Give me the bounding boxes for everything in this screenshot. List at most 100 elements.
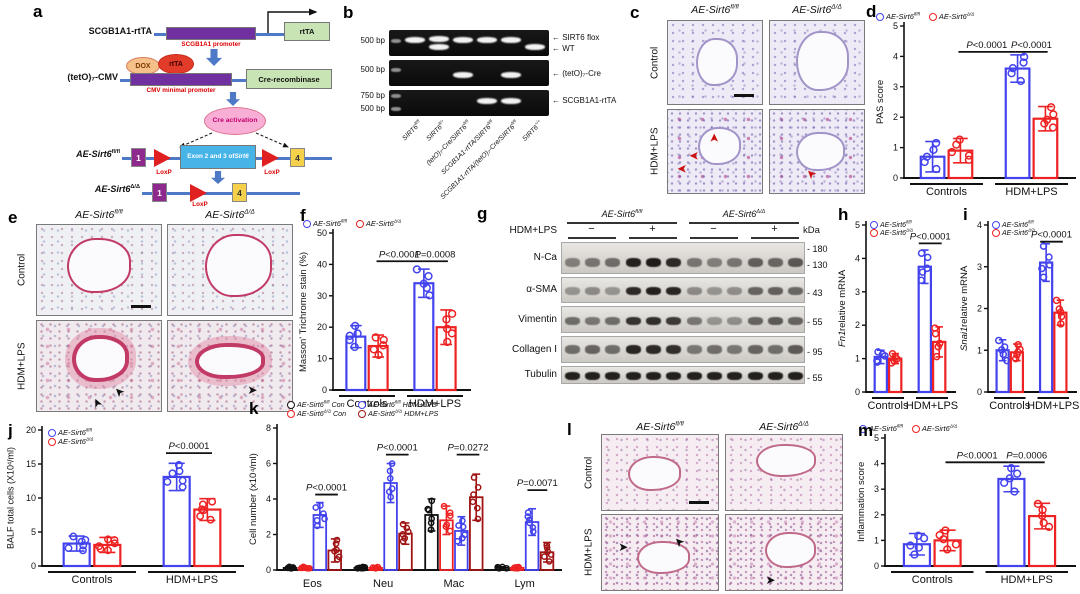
y-tick-label: 2	[977, 304, 982, 314]
y-axis-label: Inflammation score	[856, 461, 867, 543]
blot-band	[767, 287, 783, 295]
rtta-box: rtTA	[284, 22, 330, 41]
gel-strip	[389, 60, 549, 86]
data-dot	[427, 519, 435, 527]
blot-band	[666, 257, 682, 267]
blot-band	[727, 316, 743, 325]
histology-tile	[601, 434, 719, 511]
protein-label: α-SMA	[526, 284, 557, 295]
chart-svg: 0 1 2 3 4 5 P<0.0001 P=0.0006 Controls HDM+LPS	[874, 433, 1076, 586]
data-dot	[470, 474, 478, 481]
data-dot	[1011, 354, 1020, 363]
data-dot	[941, 526, 950, 535]
data-dot	[964, 151, 974, 160]
blot-band	[686, 316, 702, 325]
ladder-band	[391, 38, 401, 43]
gel-band	[477, 97, 497, 104]
annotation-arrow: ➤	[765, 572, 776, 587]
data-dot	[1019, 58, 1028, 67]
scgb1a1-rtta-label: SCGB1A1-rtTA	[88, 26, 152, 36]
legend-label: AE-Sirt6Δ/Δ	[880, 227, 914, 237]
cmv-promoter-label: CMV minimal promoter	[146, 87, 216, 94]
legend-entry: AE-Sirt6fl/fl Con	[287, 400, 346, 409]
y-tick-label: 50	[317, 228, 327, 238]
data-dot	[447, 329, 457, 338]
data-dot	[333, 546, 340, 554]
gel-band	[405, 36, 425, 43]
y-tick-label: 5	[893, 21, 898, 31]
blot-group-title: AE-Sirt6Δ/Δ	[722, 209, 766, 219]
histology-tile: ➤ ➤	[601, 514, 719, 591]
data-dot	[917, 249, 926, 257]
y-tick-label: 1	[893, 143, 898, 153]
blot-band	[625, 316, 641, 325]
bar	[1004, 67, 1031, 180]
bp-marker-label: 500 bp	[360, 35, 385, 45]
blot-band	[747, 287, 763, 295]
data-dot	[1045, 253, 1053, 261]
data-dot	[995, 336, 1003, 345]
category-label: Controls	[347, 398, 388, 410]
y-tick-label: 10	[317, 354, 327, 364]
legend-label: AE-Sirt6fl/fl	[313, 218, 347, 228]
exon1-box: 1	[131, 148, 146, 167]
data-dot	[388, 460, 396, 467]
legend-label: AE-Sirt6Δ/Δ	[365, 218, 402, 228]
airway-lumen	[698, 126, 742, 165]
data-dot	[543, 541, 551, 549]
data-dot	[955, 135, 964, 144]
loxp-triangle	[154, 149, 171, 167]
cre-left-arrow	[179, 132, 213, 148]
cre-recombinase-box: Cre-recombinase	[246, 69, 332, 89]
data-dot	[1057, 312, 1066, 321]
data-dot	[196, 512, 205, 521]
y-tick-label: 4	[977, 220, 982, 230]
legend-marker-icon	[870, 221, 878, 229]
data-dot	[104, 546, 112, 555]
data-dot	[474, 515, 482, 523]
data-dot	[874, 348, 882, 356]
genotyping-gel: 500 bp 500 bp 750 bp 500 bp ← SIRT6 flox ← WT…	[335, 0, 625, 206]
data-dot	[1048, 123, 1058, 132]
legend-label: AE-Sirt6fl/fl	[58, 427, 92, 437]
legend-entry: AE-Sirt6fl/fl	[48, 428, 93, 437]
data-dot	[424, 505, 432, 513]
annotation-arrow: ➤	[688, 148, 699, 163]
data-dot	[929, 145, 938, 154]
data-dot	[459, 517, 466, 525]
column-title: AE-Sirt6Δ/Δ	[759, 420, 809, 433]
blot-band	[564, 372, 580, 380]
data-dot	[1038, 505, 1047, 515]
y-tick-label: 15	[26, 459, 36, 469]
transgene-schematic: SCGB1A1-rtTA SCGB1A1 promoter rtTA (tetO…	[0, 0, 340, 208]
y-axis-label: Masson' Trichrome stain (%)	[298, 251, 309, 372]
band-arrow-label: ← SIRT6 flox	[552, 32, 600, 42]
data-dot	[918, 268, 927, 276]
chart-svg: 0 2 4 6 8 P<0.0001 P<0.0001 P=0.0272 P=0.0071 Eos…	[266, 423, 562, 590]
blot-strip	[561, 366, 805, 384]
rtta-oval: rtTA	[158, 54, 194, 74]
panel-f-label: f	[300, 206, 306, 225]
gel-band	[525, 44, 545, 51]
p-value: P=0.0006	[1006, 450, 1047, 461]
data-dot	[443, 337, 452, 347]
data-dot	[914, 531, 923, 540]
data-dot	[399, 520, 407, 528]
legend-entry: AE-Sirt6Δ/Δ	[48, 437, 93, 446]
data-dot	[81, 535, 90, 544]
legend-label: AE-Sirt6fl/fl	[886, 11, 920, 21]
annotation-arrow: ➤	[677, 162, 688, 177]
dna-line	[142, 192, 300, 195]
panel-e-label: e	[8, 208, 18, 227]
data-dot	[300, 563, 307, 571]
y-tick-label: 30	[317, 291, 327, 301]
data-dot	[1000, 343, 1009, 351]
data-dot	[1000, 478, 1009, 487]
data-dot	[906, 541, 915, 550]
legend: AE-Sirt6fl/fl AE-Sirt6Δ/Δ	[48, 428, 93, 446]
bp-marker-label: 500 bp	[360, 103, 385, 113]
data-dot	[932, 352, 941, 361]
y-tick-label: 8	[266, 423, 271, 433]
blot-band	[767, 316, 783, 325]
